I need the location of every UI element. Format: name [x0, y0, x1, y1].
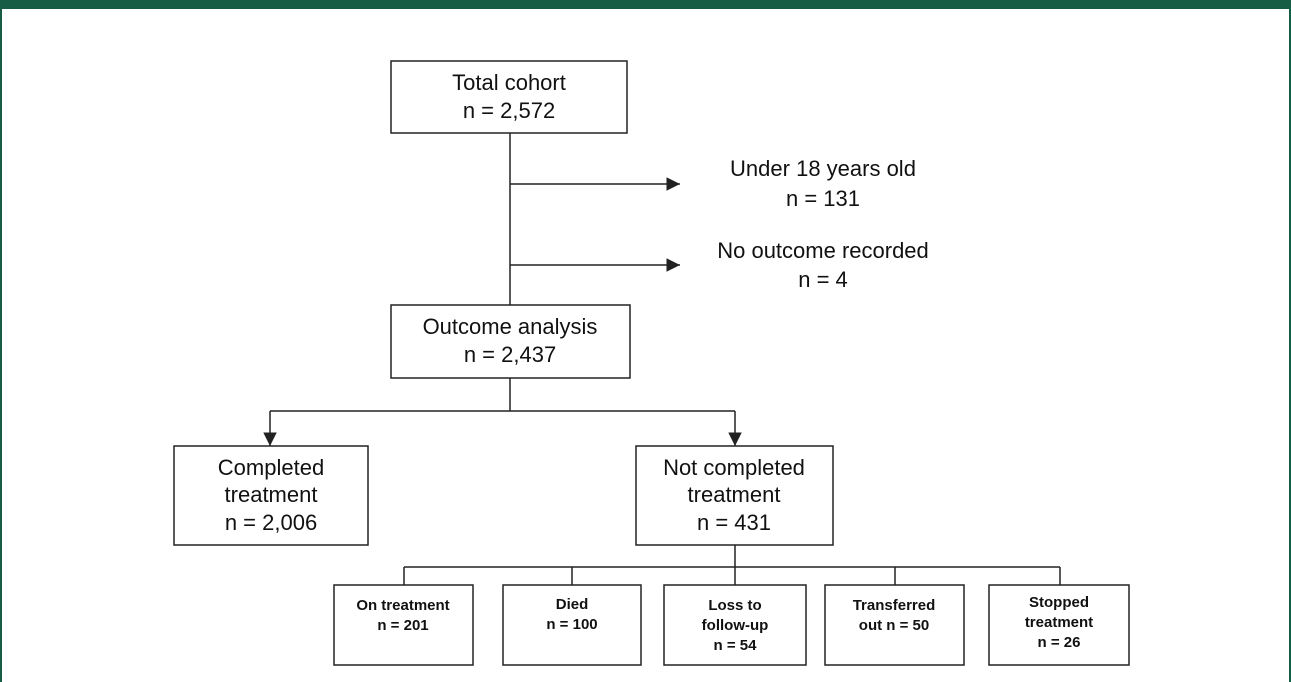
node-loss: Loss to follow-up n = 54: [663, 584, 807, 666]
node-not-completed: Not completed treatment n = 431: [635, 445, 834, 546]
right-border: [1289, 0, 1291, 682]
connectors: [263, 133, 1061, 585]
node-text: treatment: [225, 482, 318, 507]
node-on-treatment: On treatment n = 201: [333, 584, 474, 666]
node-text: out n = 50: [859, 617, 929, 634]
node-text: n = 2,437: [464, 342, 556, 367]
node-text: On treatment: [356, 597, 449, 614]
node-text: n = 54: [714, 637, 758, 654]
node-text: Loss to: [708, 597, 761, 614]
node-text: n = 431: [697, 510, 771, 535]
node-text: Total cohort: [452, 70, 566, 95]
node-stopped: Stopped treatment n = 26: [988, 584, 1130, 666]
node-total: Total cohort n = 2,572: [390, 60, 628, 134]
node-no-outcome: No outcome recorded n = 4: [717, 238, 929, 292]
node-text: Stopped: [1029, 594, 1089, 611]
node-text: n = 100: [546, 616, 597, 633]
node-text: n = 4: [798, 267, 848, 292]
node-text: n = 2,572: [463, 98, 555, 123]
node-text: Not completed: [663, 455, 805, 480]
node-under18: Under 18 years old n = 131: [730, 156, 916, 211]
node-text: n = 131: [786, 186, 860, 211]
node-text: Died: [556, 596, 589, 613]
node-text: Completed: [218, 455, 324, 480]
node-outcome: Outcome analysis n = 2,437: [390, 304, 631, 379]
left-border: [0, 0, 2, 682]
node-died: Died n = 100: [502, 584, 642, 666]
node-completed: Completed treatment n = 2,006: [173, 445, 369, 546]
node-text: follow-up: [702, 617, 769, 634]
node-text: treatment: [688, 482, 781, 507]
node-text: Outcome analysis: [423, 314, 598, 339]
top-bar: [0, 0, 1291, 9]
node-transferred: Transferred out n = 50: [824, 584, 965, 666]
node-text: Under 18 years old: [730, 156, 916, 181]
node-text: n = 201: [377, 617, 428, 634]
node-text: n = 2,006: [225, 510, 317, 535]
node-text: treatment: [1025, 614, 1093, 631]
node-text: n = 26: [1038, 634, 1081, 651]
node-text: Transferred: [853, 597, 936, 614]
node-text: No outcome recorded: [717, 238, 929, 263]
